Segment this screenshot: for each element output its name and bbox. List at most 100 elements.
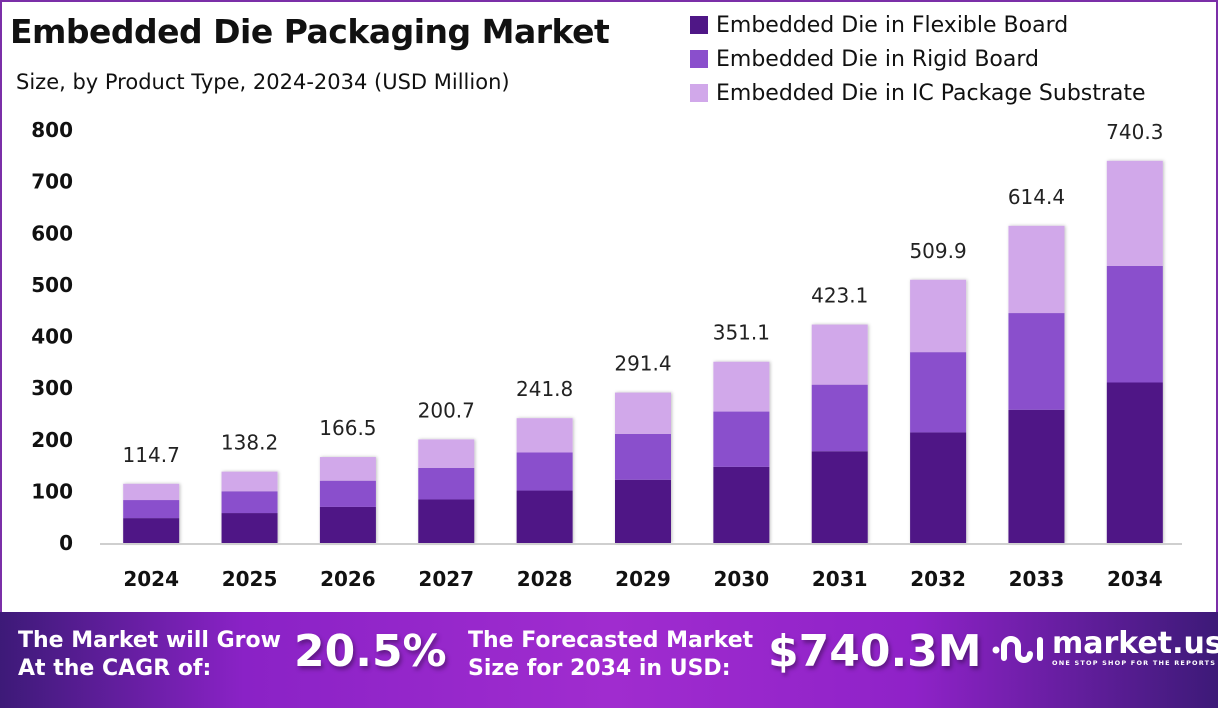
bar-segment bbox=[516, 418, 573, 453]
bar-segment bbox=[516, 490, 573, 543]
x-tick-label: 2034 bbox=[1107, 567, 1163, 591]
bar-segment bbox=[713, 411, 770, 467]
bar-segment bbox=[319, 457, 376, 481]
bar-stack bbox=[811, 324, 868, 543]
data-label: 291.4 bbox=[614, 352, 671, 376]
bar-segment bbox=[910, 352, 967, 433]
bar-stack bbox=[319, 457, 376, 543]
forecast-label-line1: The Forecasted Market bbox=[468, 628, 754, 653]
legend-label-ic: Embedded Die in IC Package Substrate bbox=[716, 80, 1146, 106]
bar-stack bbox=[123, 483, 180, 543]
legend-item-ic: Embedded Die in IC Package Substrate bbox=[690, 76, 1146, 110]
legend-swatch-flexible bbox=[690, 16, 708, 34]
bar-stack bbox=[713, 361, 770, 543]
data-label: 241.8 bbox=[516, 377, 573, 401]
data-label: 200.7 bbox=[418, 398, 475, 422]
bar-segment bbox=[1008, 313, 1065, 410]
bar-stack bbox=[516, 418, 573, 543]
bar-segment bbox=[123, 483, 180, 501]
cagr-label-line2: At the CAGR of: bbox=[18, 656, 212, 681]
data-label: 740.3 bbox=[1106, 120, 1163, 144]
bar-segment bbox=[1008, 409, 1065, 543]
x-tick-label: 2029 bbox=[615, 567, 671, 591]
data-label: 166.5 bbox=[319, 416, 376, 440]
bar-segment bbox=[713, 466, 770, 543]
data-label: 423.1 bbox=[811, 284, 868, 308]
bar-segment bbox=[615, 433, 671, 480]
y-tick-label: 600 bbox=[31, 221, 73, 245]
x-tick-label: 2026 bbox=[320, 567, 376, 591]
x-tick-label: 2024 bbox=[123, 567, 179, 591]
legend-item-flexible: Embedded Die in Flexible Board bbox=[690, 8, 1146, 42]
x-tick-label: 2030 bbox=[714, 567, 770, 591]
data-label: 138.2 bbox=[221, 431, 278, 455]
bar-stack bbox=[418, 439, 475, 543]
bar-segment bbox=[811, 451, 868, 543]
bars: 114.7 138.2 166.5 200.7 241.8 291.4 351.1 423.1… bbox=[123, 120, 1163, 543]
legend-item-rigid: Embedded Die in Rigid Board bbox=[690, 42, 1146, 76]
x-tick-label: 2032 bbox=[910, 567, 966, 591]
x-tick-label: 2025 bbox=[222, 567, 278, 591]
y-tick-label: 500 bbox=[31, 273, 73, 297]
bar-segment bbox=[418, 439, 475, 468]
bar-segment bbox=[615, 392, 671, 434]
y-tick-label: 300 bbox=[31, 376, 73, 400]
chart-title: Embedded Die Packaging Market bbox=[10, 12, 610, 51]
data-label: 614.4 bbox=[1008, 185, 1065, 209]
logo-name: market.us bbox=[1052, 626, 1218, 661]
market-us-logo-icon bbox=[992, 636, 1043, 663]
bar-stack bbox=[910, 279, 967, 543]
x-tick-label: 2027 bbox=[418, 567, 474, 591]
y-tick-label: 700 bbox=[31, 170, 73, 194]
bar-segment bbox=[811, 384, 868, 452]
bar-segment bbox=[418, 467, 475, 500]
legend-label-rigid: Embedded Die in Rigid Board bbox=[716, 46, 1039, 72]
chart-subtitle: Size, by Product Type, 2024-2034 (USD Mi… bbox=[16, 70, 510, 94]
y-tick-label: 200 bbox=[31, 428, 73, 452]
x-axis: 2024 2025 2026 2027 2028 2029 2030 2031 2032 2033… bbox=[123, 567, 1162, 591]
bar-stack bbox=[1008, 225, 1065, 543]
bar-segment bbox=[221, 471, 278, 492]
stacked-bar-chart: 0 100 200 300 400 500 600 700 800 114.7 138.2 166.… bbox=[31, 118, 1182, 591]
legend-label-flexible: Embedded Die in Flexible Board bbox=[716, 12, 1069, 38]
forecast-value: $740.3M bbox=[768, 626, 982, 677]
data-label: 509.9 bbox=[909, 239, 966, 263]
bar-segment bbox=[123, 518, 180, 543]
bar-segment bbox=[418, 499, 475, 543]
legend-swatch-rigid bbox=[690, 50, 708, 68]
bar-segment bbox=[615, 479, 671, 543]
logo-tagline: ONE STOP SHOP FOR THE REPORTS bbox=[1052, 659, 1217, 667]
bar-segment bbox=[713, 361, 770, 412]
bar-segment bbox=[811, 324, 868, 385]
bar-segment bbox=[516, 452, 573, 491]
market-us-logo: market.us ONE STOP SHOP FOR THE REPORTS bbox=[990, 628, 1218, 668]
x-tick-label: 2031 bbox=[812, 567, 868, 591]
legend-swatch-ic bbox=[690, 84, 708, 102]
legend: Embedded Die in Flexible Board Embedded … bbox=[690, 8, 1146, 110]
cagr-label-line1: The Market will Grow bbox=[18, 628, 281, 653]
bar-segment bbox=[221, 513, 278, 543]
bar-segment bbox=[123, 500, 180, 519]
y-axis: 0 100 200 300 400 500 600 700 800 bbox=[31, 118, 73, 555]
bar-segment bbox=[1008, 225, 1065, 314]
y-tick-label: 800 bbox=[31, 118, 73, 142]
bar-segment bbox=[1106, 382, 1163, 543]
forecast-label: The Forecasted Market Size for 2034 in U… bbox=[468, 627, 753, 683]
y-tick-label: 400 bbox=[31, 325, 73, 349]
bar-segment bbox=[319, 480, 376, 507]
forecast-label-line2: Size for 2034 in USD: bbox=[468, 656, 731, 681]
y-tick-label: 0 bbox=[59, 531, 73, 555]
bar-segment bbox=[1106, 160, 1163, 266]
bar-segment bbox=[1106, 265, 1163, 383]
data-label: 351.1 bbox=[713, 321, 770, 345]
bar-stack bbox=[1106, 160, 1163, 543]
x-tick-label: 2028 bbox=[517, 567, 573, 591]
bar-segment bbox=[910, 279, 967, 353]
x-tick-label: 2033 bbox=[1009, 567, 1065, 591]
data-label: 114.7 bbox=[123, 443, 180, 467]
cagr-value: 20.5% bbox=[294, 626, 447, 677]
bar-segment bbox=[221, 491, 278, 514]
bar-segment bbox=[910, 432, 967, 543]
cagr-label: The Market will Grow At the CAGR of: bbox=[18, 627, 281, 683]
y-tick-label: 100 bbox=[31, 479, 73, 503]
